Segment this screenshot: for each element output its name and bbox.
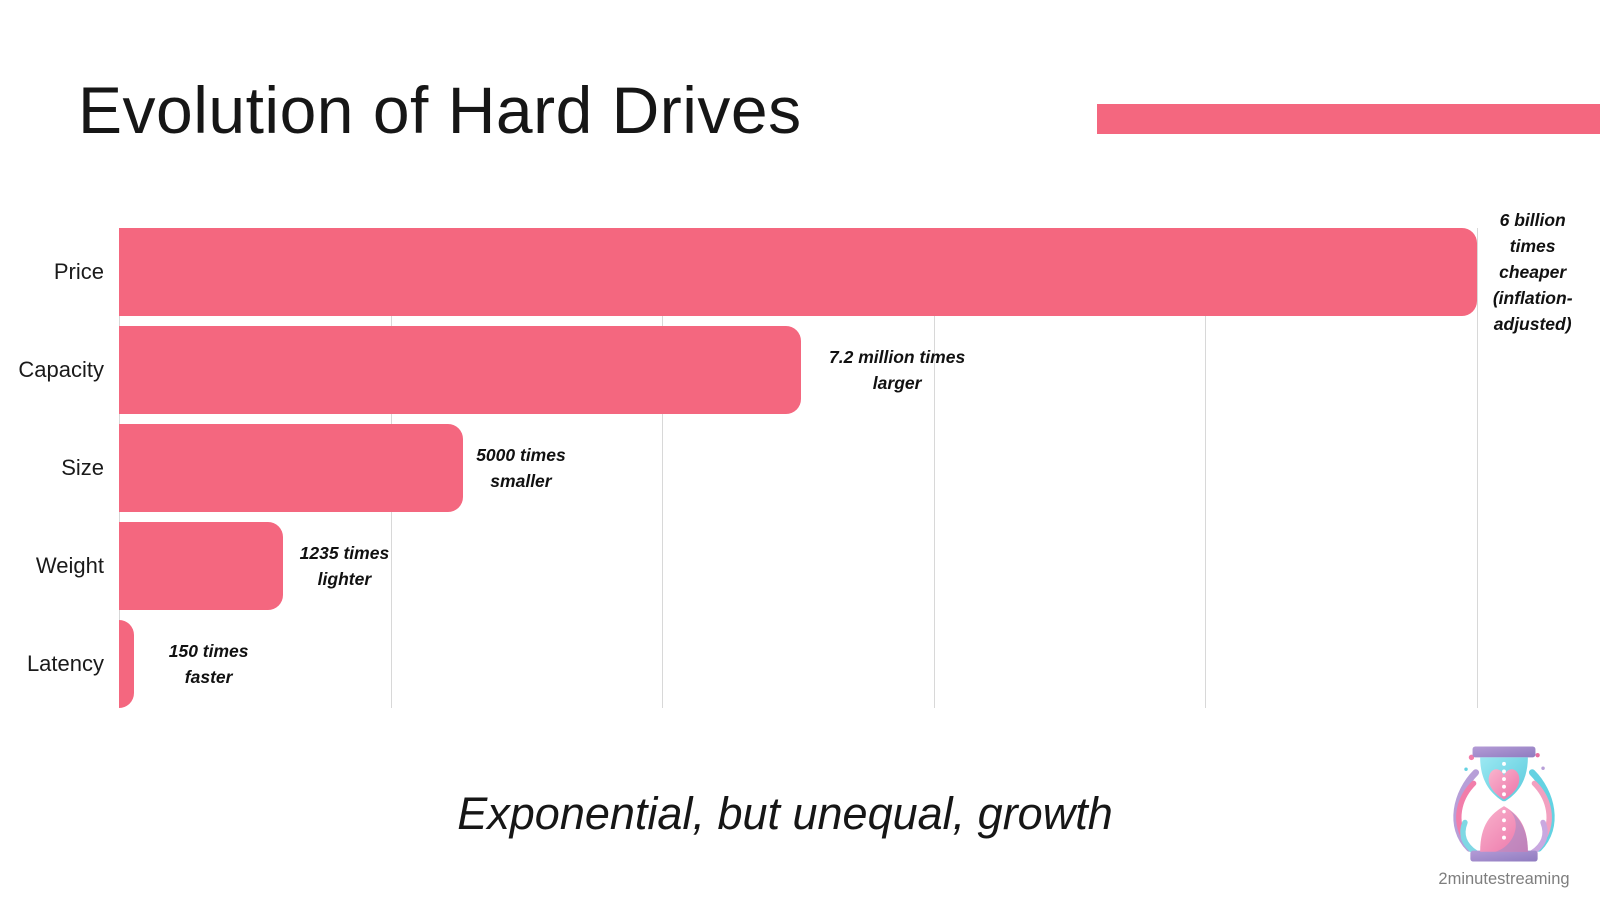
gridline-80 xyxy=(1205,228,1207,708)
bar-chart: Price 6 billion times cheaper (inflation-adj… xyxy=(18,210,1573,708)
page-title: Evolution of Hard Drives xyxy=(78,73,802,147)
gridline-100 xyxy=(1477,228,1478,708)
bar-row-latency: Latency 150 times faster xyxy=(27,620,1477,708)
bar-latency xyxy=(119,620,134,708)
annotation-size: 5000 times smaller xyxy=(476,445,566,491)
bar-weight xyxy=(119,522,284,610)
bar-price xyxy=(119,228,1477,316)
gridline-40 xyxy=(662,228,664,708)
annotation-weight: 1235 times lighter xyxy=(299,543,390,589)
annotation-latency: 150 times faster xyxy=(168,641,249,687)
accent-bar xyxy=(1097,104,1600,134)
footer-caption: Exponential, but unequal, growth xyxy=(457,788,1113,839)
category-label-latency: Latency xyxy=(26,651,104,676)
brand-logo: 2minutestreaming xyxy=(1424,740,1584,889)
gridline-60 xyxy=(933,228,935,708)
bar-capacity xyxy=(119,326,801,414)
bar-row-capacity: Capacity 7.2 million times larger xyxy=(18,326,1477,414)
annotation-price: 6 billion times cheaper (inflation-adjusted… xyxy=(1492,210,1573,334)
hourglass-icon xyxy=(1453,746,1555,862)
annotation-capacity: 7.2 million times larger xyxy=(829,347,966,393)
category-label-price: Price xyxy=(53,259,104,284)
category-label-weight: Weight xyxy=(35,553,104,578)
bar-size xyxy=(119,424,463,512)
bar-row-weight: Weight 1235 times lighter xyxy=(36,522,1477,610)
bar-row-price: Price 6 billion times cheaper (inflation-adj… xyxy=(54,210,1573,334)
category-label-capacity: Capacity xyxy=(18,357,104,382)
brand-name: 2minutestreaming xyxy=(1438,870,1570,888)
category-label-size: Size xyxy=(61,455,104,480)
bar-row-size: Size 5000 times smaller xyxy=(61,424,1477,512)
